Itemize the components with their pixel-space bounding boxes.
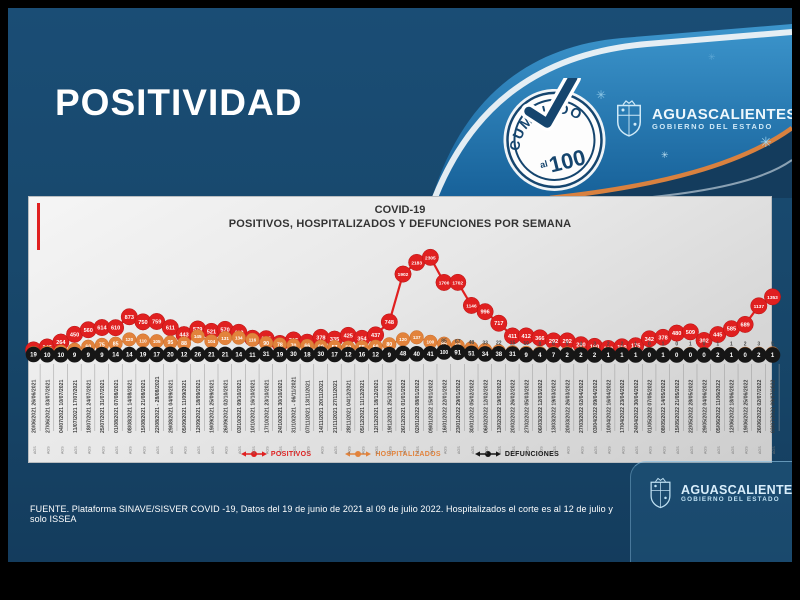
chart-subtitle: POSITIVOS, HOSPITALIZADOS Y DEFUNCIONES … bbox=[228, 218, 572, 230]
legend-label: DEFUNCIONES bbox=[504, 450, 560, 458]
chart-card: COVID-19 POSITIVOS, HOSPITALIZADOS Y DEF… bbox=[28, 196, 772, 463]
legend-label: HOSPITALIZADOS bbox=[375, 450, 441, 458]
gov-logo-bottom: AGUASCALIENTES GOBIERNO DEL ESTADO bbox=[648, 476, 792, 511]
legend-line-icon bbox=[345, 451, 372, 457]
legend-label: POSITIVOS bbox=[270, 450, 312, 458]
gov-subtitle: GOBIERNO DEL ESTADO bbox=[681, 495, 780, 503]
virus-icon: ✳ bbox=[708, 52, 716, 62]
legend-line-icon bbox=[474, 451, 501, 457]
source-note: FUENTE. Plataforma SINAVE/SISVER COVID -… bbox=[30, 504, 613, 524]
gov-logo-top: AGUASCALIENTES GOBIERNO DEL ESTADO bbox=[614, 98, 792, 140]
legend-item-defunciones: DEFUNCIONES bbox=[474, 450, 560, 458]
legend-line-icon bbox=[240, 451, 267, 457]
cumplido-100-badge: CUMPLIDO al 100 bbox=[497, 78, 606, 191]
gov-logo-panel bbox=[630, 461, 792, 562]
legend-item-hospitalizados: HOSPITALIZADOS bbox=[345, 450, 441, 458]
gov-subtitle: GOBIERNO DEL ESTADO bbox=[652, 121, 773, 131]
page-title: POSITIVIDAD bbox=[55, 82, 303, 123]
svg-text:AGS: AGS bbox=[772, 446, 776, 454]
state-seal-icon bbox=[617, 100, 641, 137]
state-seal-icon bbox=[650, 477, 671, 509]
legend-item-positivos: POSITIVOS bbox=[240, 450, 312, 458]
virus-icon: ✳ bbox=[661, 150, 669, 160]
red-accent-bar bbox=[37, 203, 40, 250]
gov-name: AGUASCALIENTES bbox=[652, 106, 792, 124]
gov-name: AGUASCALIENTES bbox=[681, 482, 792, 497]
svg-text:al: al bbox=[539, 158, 549, 170]
chart-title: COVID-19 bbox=[374, 204, 426, 216]
slide: ✳ ✳ ✳ ✳ ✳ POSITIVIDAD CUMPLIDO al 100 bbox=[8, 8, 792, 562]
chart-legend: POSITIVOS HOSPITALIZADOS DEFUNCIONES bbox=[29, 450, 771, 458]
